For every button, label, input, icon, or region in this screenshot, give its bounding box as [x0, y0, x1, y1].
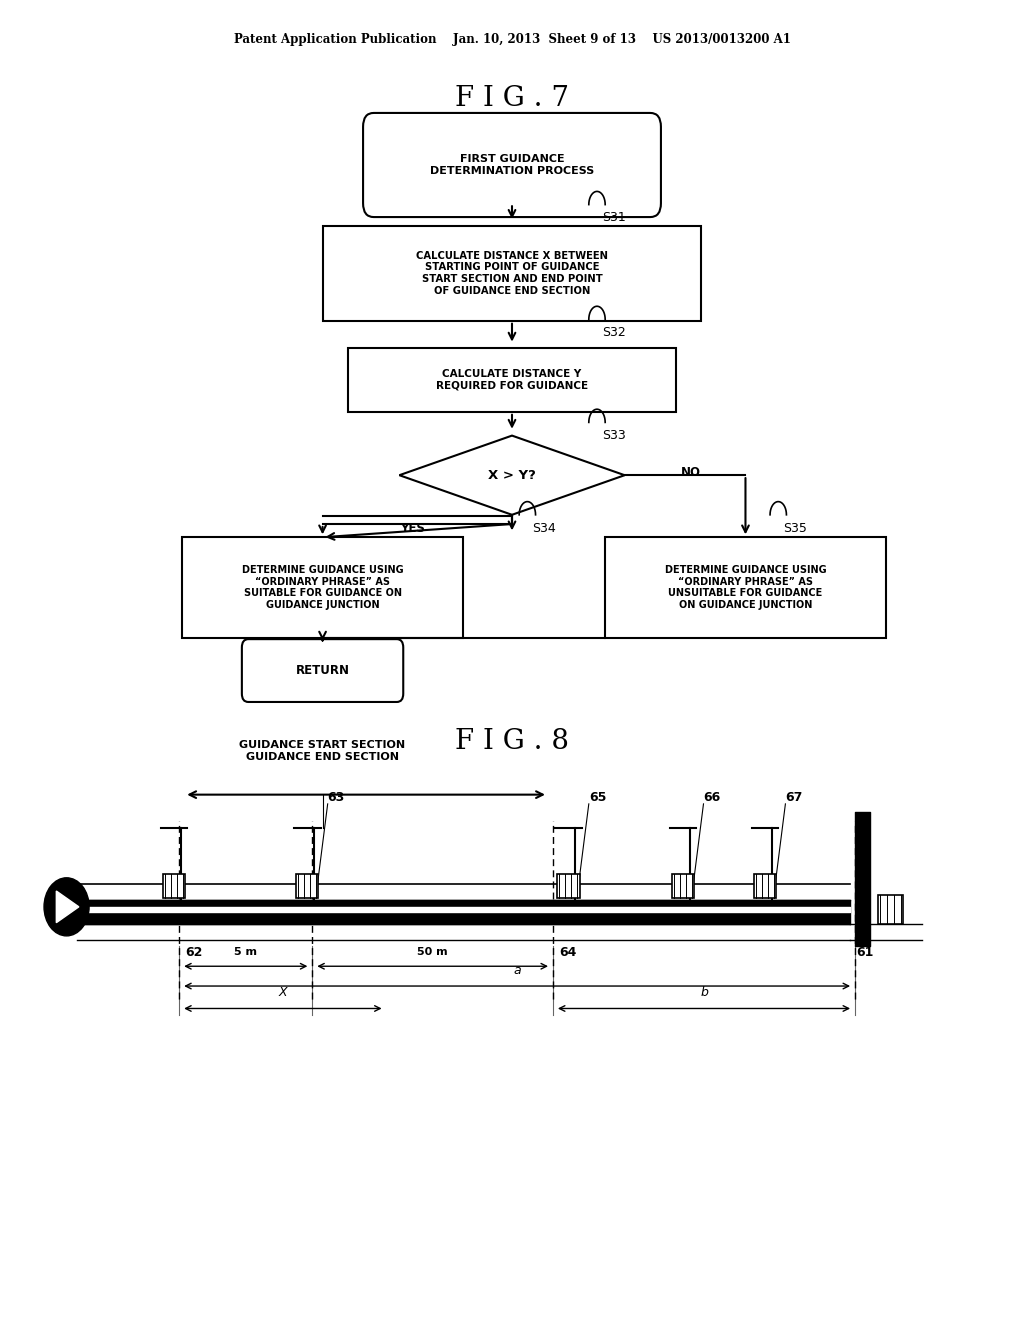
Text: S35: S35 [783, 521, 807, 535]
FancyBboxPatch shape [364, 114, 660, 216]
Text: 50 m: 50 m [418, 946, 447, 957]
Text: S34: S34 [532, 521, 556, 535]
Text: 5 m: 5 m [234, 946, 257, 957]
Text: X: X [279, 986, 287, 999]
Text: YES: YES [400, 521, 425, 535]
Text: 66: 66 [703, 791, 721, 804]
Text: FIRST GUIDANCE
DETERMINATION PROCESS: FIRST GUIDANCE DETERMINATION PROCESS [430, 154, 594, 176]
Polygon shape [399, 436, 625, 515]
Bar [348, 348, 676, 412]
Text: DETERMINE GUIDANCE USING
“ORDINARY PHRASE” AS
UNSUITABLE FOR GUIDANCE
ON GUIDANC: DETERMINE GUIDANCE USING “ORDINARY PHRAS… [665, 565, 826, 610]
Text: 65: 65 [589, 791, 606, 804]
Text: CALCULATE DISTANCE Y
REQUIRED FOR GUIDANCE: CALCULATE DISTANCE Y REQUIRED FOR GUIDAN… [436, 370, 588, 391]
Bar [182, 537, 463, 638]
Text: GUIDANCE START SECTION
GUIDANCE END SECTION: GUIDANCE START SECTION GUIDANCE END SECT… [240, 741, 406, 762]
Text: 64: 64 [559, 946, 577, 960]
Text: Patent Application Publication    Jan. 10, 2013  Sheet 9 of 13    US 2013/001320: Patent Application Publication Jan. 10, … [233, 33, 791, 46]
Text: 62: 62 [185, 946, 203, 960]
Text: F I G . 7: F I G . 7 [455, 86, 569, 112]
Text: a: a [513, 964, 521, 977]
Bar [557, 874, 580, 898]
FancyBboxPatch shape [242, 639, 403, 702]
Bar [323, 226, 701, 321]
Text: RETURN: RETURN [296, 664, 349, 677]
Bar [604, 537, 887, 638]
Bar [754, 874, 776, 898]
Text: CALCULATE DISTANCE X BETWEEN
STARTING POINT OF GUIDANCE
START SECTION AND END PO: CALCULATE DISTANCE X BETWEEN STARTING PO… [416, 251, 608, 296]
Text: 63: 63 [328, 791, 345, 804]
Bar [672, 874, 694, 898]
Text: 67: 67 [785, 791, 803, 804]
Circle shape [44, 878, 89, 936]
Text: b: b [700, 986, 708, 999]
Bar [296, 874, 318, 898]
Text: S32: S32 [602, 326, 626, 339]
Text: NO: NO [681, 466, 701, 479]
Text: S31: S31 [602, 211, 626, 224]
Text: X > Y?: X > Y? [488, 469, 536, 482]
Text: 61: 61 [856, 946, 873, 960]
Polygon shape [56, 891, 79, 923]
Text: DETERMINE GUIDANCE USING
“ORDINARY PHRASE” AS
SUITABLE FOR GUIDANCE ON
GUIDANCE : DETERMINE GUIDANCE USING “ORDINARY PHRAS… [242, 565, 403, 610]
Bar [878, 895, 903, 924]
Text: F I G . 8: F I G . 8 [455, 729, 569, 755]
Text: S33: S33 [602, 429, 626, 442]
Bar [163, 874, 185, 898]
